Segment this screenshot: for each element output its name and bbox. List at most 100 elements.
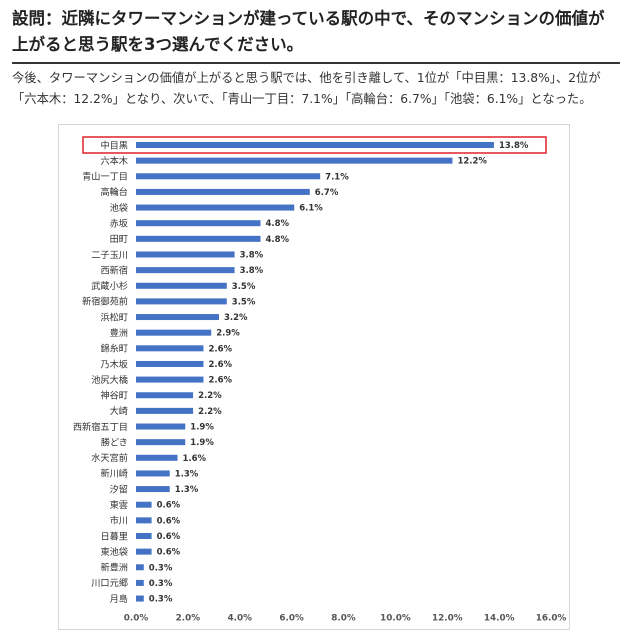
- bar: [136, 407, 194, 414]
- bar: [136, 595, 144, 602]
- value-label: 0.3%: [149, 563, 173, 573]
- value-label: 7.1%: [325, 172, 349, 182]
- value-label: 2.9%: [216, 329, 240, 339]
- x-tick-label: 0.0%: [124, 614, 149, 624]
- value-label: 3.8%: [240, 250, 264, 260]
- category-label: 田町: [110, 234, 128, 245]
- value-label: 3.5%: [232, 297, 256, 307]
- bar: [136, 439, 186, 446]
- value-label: 3.2%: [224, 313, 248, 323]
- x-tick-label: 14.0%: [484, 614, 515, 624]
- value-label: 2.2%: [198, 407, 222, 417]
- bar: [136, 173, 321, 180]
- value-label: 6.1%: [299, 204, 323, 214]
- divider: [12, 62, 620, 64]
- category-label: 赤坂: [110, 219, 128, 230]
- category-label: 新豊洲: [100, 562, 128, 574]
- category-label: 二子玉川: [91, 250, 128, 261]
- value-label: 4.8%: [266, 219, 290, 229]
- category-label: 六本木: [100, 155, 128, 167]
- value-label: 2.6%: [208, 344, 232, 354]
- value-label: 0.6%: [157, 501, 181, 511]
- x-tick-label: 16.0%: [536, 614, 567, 624]
- x-tick-label: 10.0%: [380, 614, 411, 624]
- category-label: 武蔵小杉: [91, 280, 128, 292]
- bar: [136, 204, 295, 211]
- category-label: 水天宮前: [91, 452, 128, 464]
- question-text: 設問：近隣にタワーマンションが建っている駅の中で、そのマンションの価値が上がると…: [12, 9, 605, 54]
- value-label: 13.8%: [499, 141, 529, 151]
- bar: [136, 157, 453, 164]
- value-label: 0.6%: [157, 516, 181, 526]
- value-label: 2.6%: [208, 360, 232, 370]
- category-label: 勝どき: [101, 436, 128, 448]
- value-label: 3.8%: [240, 266, 264, 276]
- bar: [136, 517, 152, 524]
- category-label: 青山一丁目: [82, 171, 128, 183]
- category-label: 池袋: [110, 202, 128, 214]
- x-tick-label: 6.0%: [279, 614, 304, 624]
- category-label: 西新宿: [100, 264, 128, 276]
- value-label: 12.2%: [457, 157, 487, 167]
- value-label: 6.7%: [315, 188, 339, 198]
- x-tick-label: 2.0%: [176, 614, 201, 624]
- category-label: 新川崎: [100, 468, 128, 480]
- highlight-box: [82, 136, 547, 154]
- bar: [136, 282, 227, 289]
- category-label: 池尻大橋: [91, 374, 128, 386]
- bar: [136, 220, 261, 227]
- value-label: 1.9%: [190, 423, 214, 433]
- bar: [136, 188, 310, 195]
- bar: [136, 329, 212, 336]
- value-label: 2.2%: [198, 391, 222, 401]
- value-label: 0.3%: [149, 595, 173, 605]
- category-label: 豊洲: [110, 327, 128, 339]
- value-label: 1.3%: [175, 469, 199, 479]
- value-label: 0.6%: [157, 548, 181, 558]
- bar: [136, 298, 227, 305]
- category-label: 日暮里: [100, 530, 128, 542]
- value-label: 1.3%: [175, 485, 199, 495]
- value-label: 2.6%: [208, 376, 232, 386]
- bar: [136, 548, 152, 555]
- bar: [136, 579, 144, 586]
- category-label: 西新宿五丁目: [73, 421, 128, 433]
- category-label: 市川: [110, 515, 128, 527]
- bar-chart: 中目黒 13.8% 六本木 12.2% 青山一丁目 7.1% 高輪台 6.7% 池袋 6.1% 赤坂…: [73, 136, 567, 624]
- category-label: 乃木坂: [100, 358, 128, 370]
- category-label: 錦糸町: [100, 343, 128, 355]
- bar: [136, 501, 152, 508]
- bar: [136, 454, 178, 461]
- value-label: 4.8%: [266, 235, 290, 245]
- category-label: 中目黒: [100, 139, 128, 151]
- bar: [136, 392, 194, 399]
- bar: [136, 345, 204, 352]
- category-label: 汐留: [110, 483, 128, 495]
- x-tick-label: 12.0%: [432, 614, 463, 624]
- bar: [136, 564, 144, 571]
- bar: [136, 486, 170, 493]
- value-label: 3.5%: [232, 282, 256, 292]
- value-label: 1.9%: [190, 438, 214, 448]
- bar: [136, 142, 494, 148]
- bar: [136, 267, 235, 274]
- x-tick-label: 4.0%: [228, 614, 253, 624]
- bar: [136, 251, 235, 258]
- bar: [136, 235, 261, 242]
- category-label: 東池袋: [100, 546, 128, 558]
- category-label: 新宿御苑前: [82, 296, 128, 308]
- bar: [136, 376, 204, 383]
- value-label: 1.6%: [183, 454, 207, 464]
- category-label: 川口元郷: [91, 578, 128, 589]
- category-label: 東雲: [110, 499, 128, 511]
- bar: [136, 314, 219, 321]
- x-tick-label: 8.0%: [331, 614, 356, 624]
- value-label: 0.3%: [149, 579, 173, 589]
- bar: [136, 423, 186, 430]
- category-label: 高輪台: [100, 186, 128, 198]
- bar: [136, 533, 152, 539]
- category-label: 神谷町: [100, 390, 128, 402]
- category-label: 月島: [110, 593, 128, 605]
- chart-container: 中目黒 13.8% 六本木 12.2% 青山一丁目 7.1% 高輪台 6.7% 池袋 6.1% 赤坂…: [58, 124, 570, 630]
- bar: [136, 360, 204, 367]
